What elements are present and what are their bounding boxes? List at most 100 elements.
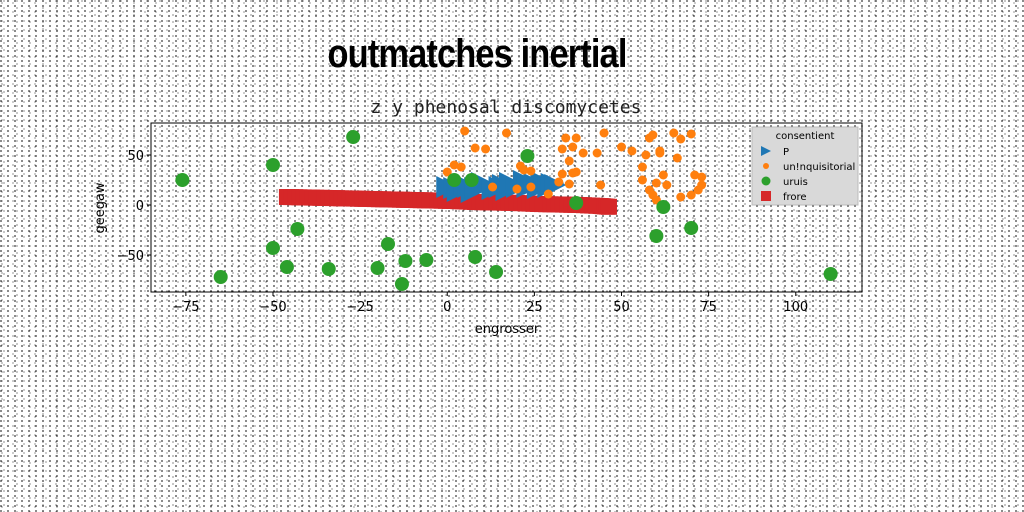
y-tick-label: 0 — [136, 199, 144, 214]
uninquisitorial-marker — [690, 170, 700, 180]
uninquisitorial-marker — [655, 146, 665, 156]
uninquisitorial-marker — [592, 148, 602, 158]
x-tick-label: 75 — [700, 300, 717, 315]
uninquisitorial-marker — [651, 178, 661, 188]
uninquisitorial-marker — [617, 142, 627, 152]
x-tick-label: −25 — [346, 300, 373, 315]
uruis-marker — [569, 196, 584, 210]
uninquisitorial-marker — [519, 165, 529, 175]
legend-label: frore — [783, 192, 807, 203]
page-title: outmatches inertial — [327, 32, 627, 76]
uruis-marker — [684, 221, 699, 235]
uninquisitorial-marker — [456, 162, 466, 172]
uninquisitorial-marker — [470, 143, 480, 153]
y-tick-label: −50 — [117, 249, 144, 264]
uninquisitorial-marker — [676, 192, 686, 202]
uninquisitorial-marker — [557, 169, 567, 179]
x-tick-label: −50 — [259, 300, 286, 315]
uninquisitorial-marker — [561, 133, 571, 143]
uruis-marker — [394, 277, 409, 291]
x-axis: −75 −50 −25 0 25 50 75 100 — [172, 292, 808, 315]
uninquisitorial-marker — [526, 182, 536, 192]
x-axis-label: engrosser — [475, 322, 540, 337]
uruis-marker — [468, 250, 483, 264]
uruis-marker — [175, 173, 190, 187]
x-tick-label: 25 — [526, 300, 543, 315]
uninquisitorial-marker — [568, 142, 578, 152]
uruis-marker — [823, 267, 838, 281]
uruis-marker — [370, 261, 385, 275]
uruis-marker — [656, 200, 671, 214]
uninquisitorial-marker — [554, 177, 564, 187]
uruis-marker — [419, 253, 434, 267]
uninquisitorial-marker — [526, 166, 536, 176]
x-tick-label: 50 — [613, 300, 630, 315]
uninquisitorial-marker — [676, 134, 686, 144]
uninquisitorial-marker — [564, 156, 574, 166]
legend-marker-uruis — [761, 176, 771, 186]
plot-area — [175, 126, 838, 291]
uruis-marker — [489, 265, 504, 279]
uninquisitorial-marker — [627, 146, 637, 156]
uninquisitorial-marker — [571, 133, 581, 143]
uninquisitorial-marker — [686, 190, 696, 200]
legend-marker-frore — [761, 191, 771, 201]
uninquisitorial-marker — [672, 153, 682, 163]
uninquisitorial-marker — [442, 167, 452, 177]
legend-label: P — [783, 147, 789, 158]
uninquisitorial-marker — [648, 130, 658, 140]
y-axis-label: geegaw — [93, 182, 108, 233]
uruis-marker — [398, 254, 413, 268]
uninquisitorial-marker — [543, 189, 553, 199]
uninquisitorial-marker — [662, 180, 672, 190]
uruis-marker — [290, 222, 305, 236]
uninquisitorial-marker — [512, 184, 522, 194]
uruis-marker — [520, 149, 535, 163]
uninquisitorial-marker — [686, 129, 696, 139]
axes-frame — [150, 122, 863, 293]
uruis-marker — [381, 237, 395, 251]
uninquisitorial-marker — [641, 150, 651, 160]
uninquisitorial-marker — [599, 128, 609, 138]
uninquisitorial-marker — [481, 144, 491, 154]
uruis-marker — [265, 241, 280, 255]
chart-title: z y phenosal discomycetes — [371, 97, 642, 118]
uninquisitorial-marker — [449, 160, 459, 170]
x-tick-label: −75 — [172, 300, 199, 315]
legend: consentient Pun!nquisitorial uruis frore — [751, 126, 859, 206]
uninquisitorial-marker — [637, 175, 647, 185]
x-tick-label: 0 — [443, 300, 451, 315]
legend-label: un!nquisitorial — [783, 162, 855, 173]
uninquisitorial-marker — [502, 128, 511, 138]
uruis-marker — [213, 270, 228, 284]
uruis-marker — [649, 229, 664, 243]
uninquisitorial-marker — [564, 179, 574, 189]
uninquisitorial-marker — [697, 172, 707, 182]
uninquisitorial-marker — [637, 162, 647, 172]
uruis-marker — [447, 173, 462, 187]
uninquisitorial-marker — [658, 170, 668, 180]
uninquisitorial-marker — [596, 180, 606, 190]
uninquisitorial-marker — [571, 167, 581, 177]
uruis-marker — [279, 260, 294, 274]
uninquisitorial-marker — [669, 128, 679, 138]
legend-marker-uninquisitorial — [763, 163, 769, 169]
legend-label: uruis — [783, 177, 808, 188]
uruis-marker — [265, 158, 280, 172]
uninquisitorial-marker — [557, 144, 567, 154]
y-axis: −50 0 50 — [117, 149, 151, 264]
x-tick-label: 100 — [783, 300, 808, 315]
y-tick-label: 50 — [127, 149, 144, 164]
uninquisitorial-marker — [488, 182, 498, 192]
frore-marker — [600, 198, 617, 215]
uruis-marker — [464, 173, 479, 187]
uninquisitorial-marker — [460, 126, 470, 136]
legend-marker-p — [761, 146, 771, 156]
uninquisitorial-marker — [693, 185, 703, 195]
legend-entries: Pun!nquisitorial uruis frore — [761, 146, 855, 203]
legend-title: consentient — [776, 131, 835, 142]
uruis-marker — [321, 262, 336, 276]
uninquisitorial-marker — [578, 148, 588, 158]
uruis-marker — [346, 130, 361, 144]
